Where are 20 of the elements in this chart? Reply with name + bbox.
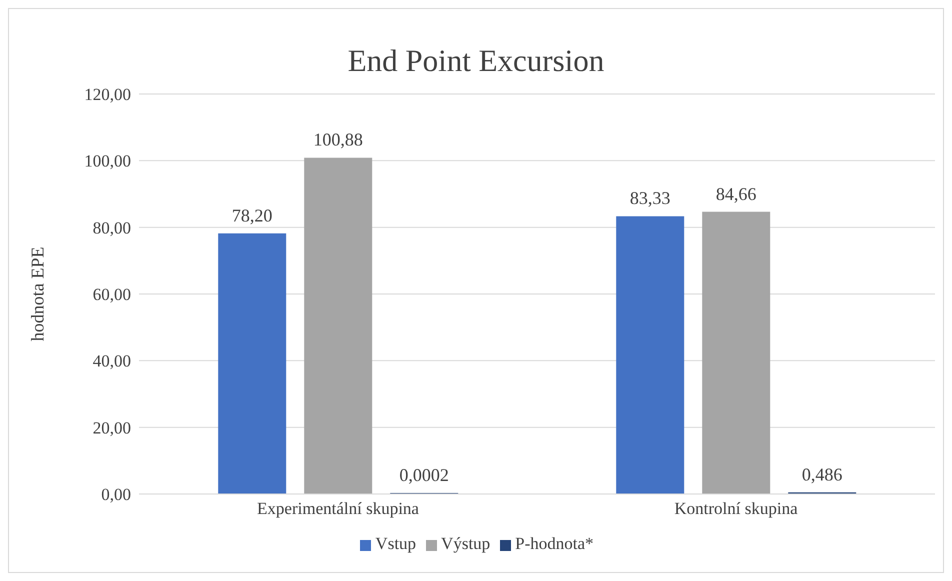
x-tick-label: Experimentální skupina — [257, 499, 420, 518]
y-tick-label: 80,00 — [92, 218, 131, 238]
chart-title: End Point Excursion — [346, 42, 606, 80]
x-tick-label: Kontrolní skupina — [674, 499, 798, 518]
legend-label: P-hodnota* — [515, 534, 594, 553]
y-tick-label: 20,00 — [92, 418, 131, 438]
data-label: 100,88 — [313, 130, 363, 150]
y-tick-label: 40,00 — [92, 352, 131, 371]
y-tick-label: 60,00 — [92, 285, 131, 304]
y-tick-label: 100,00 — [84, 152, 131, 171]
y-tick-label: 120,00 — [84, 85, 131, 104]
legend-label: Vstup — [375, 534, 416, 553]
data-label: 0,0002 — [399, 465, 449, 485]
y-tick-label: 0,00 — [101, 485, 131, 504]
y-axis-title: hodnota EPE — [27, 246, 48, 342]
data-label: 83,33 — [630, 188, 670, 208]
legend-label: Výstup — [441, 534, 490, 553]
data-label: 84,66 — [716, 184, 756, 204]
data-label: 78,20 — [232, 205, 272, 226]
data-label: 0,486 — [802, 464, 842, 484]
